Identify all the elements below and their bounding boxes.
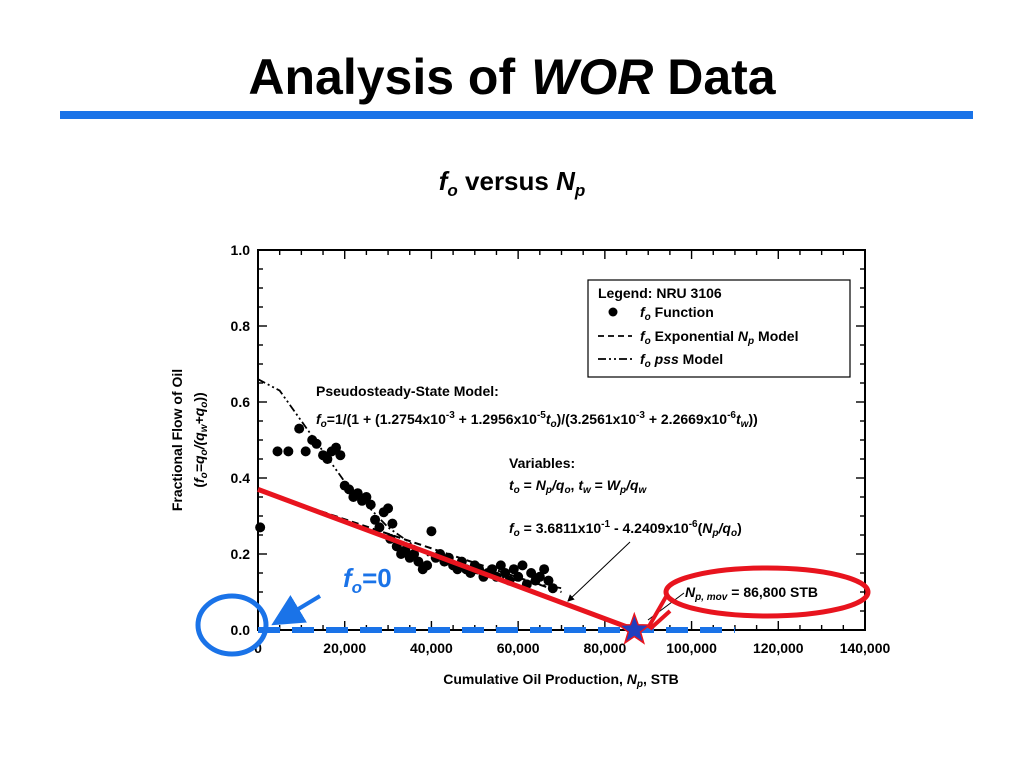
exp-formula: fo = 3.6811x10-1 - 4.2409x10-6(Np/qo) bbox=[509, 519, 742, 539]
np-mov-star bbox=[616, 611, 652, 645]
y-axis-label-1: Fractional Flow of Oil bbox=[169, 369, 185, 511]
fo-zero-label: fo=0 bbox=[343, 563, 392, 597]
data-point bbox=[500, 568, 511, 578]
y-tick-label: 0.4 bbox=[231, 470, 251, 486]
pss-formula: fo=1/(1 + (1.2754x10-3 + 1.2956x10-5to)/… bbox=[316, 410, 758, 430]
data-point bbox=[409, 549, 420, 559]
data-point bbox=[352, 488, 363, 499]
data-point bbox=[344, 484, 355, 495]
data-point bbox=[300, 446, 311, 457]
data-point bbox=[361, 492, 372, 502]
data-point bbox=[539, 564, 550, 575]
data-point bbox=[383, 503, 394, 514]
slide-title: Analysis of WOR Data bbox=[0, 46, 1024, 108]
x-tick-label: 140,000 bbox=[840, 640, 891, 656]
subtitle-var2: N bbox=[556, 166, 575, 196]
data-point bbox=[526, 568, 537, 578]
x-axis: 0 20,000 40,000 60,000 80,000 100,000 120,000 1… bbox=[254, 640, 890, 656]
legend-dot-marker bbox=[608, 307, 618, 317]
exp-model-line bbox=[257, 489, 562, 593]
variables-title: Variables: bbox=[509, 455, 575, 471]
subtitle-mid: versus bbox=[457, 166, 557, 196]
title-end: Data bbox=[667, 49, 776, 105]
x-tick-label: 40,000 bbox=[410, 640, 453, 656]
y-tick-label: 0.2 bbox=[231, 546, 251, 562]
x-tick-label: 120,000 bbox=[753, 640, 804, 656]
y-axis: 0.0 0.2 0.4 0.6 0.8 1.0 bbox=[231, 242, 251, 638]
exp-formula-pointer bbox=[567, 541, 631, 602]
chart-subtitle: fo versus Np bbox=[0, 166, 1024, 201]
legend-title: Legend: NRU 3106 bbox=[598, 285, 722, 301]
subtitle-var2-sub: p bbox=[574, 181, 586, 201]
y-tick-label: 0.8 bbox=[231, 318, 251, 334]
red-trend-line bbox=[257, 487, 637, 633]
data-point bbox=[335, 450, 346, 461]
legend-entry-exp-model: fo Exponential Np Model bbox=[640, 328, 798, 347]
x-tick-label: 80,000 bbox=[583, 640, 626, 656]
data-point bbox=[294, 423, 305, 434]
x-tick-label: 20,000 bbox=[323, 640, 366, 656]
legend: Legend: NRU 3106 fo Function fo Exponent… bbox=[587, 279, 851, 378]
data-point bbox=[422, 560, 433, 571]
variables-def: to = Np/qo, tw = Wp/qw bbox=[509, 477, 648, 496]
star-to-oval-line bbox=[648, 609, 672, 631]
data-point bbox=[534, 571, 545, 582]
x-tick-label: 100,000 bbox=[666, 640, 717, 656]
fo-zero-arrow bbox=[271, 594, 322, 626]
subtitle-var1-sub: o bbox=[447, 181, 458, 201]
data-point bbox=[387, 518, 398, 529]
data-point bbox=[413, 556, 424, 567]
x-tick-label: 0 bbox=[254, 640, 262, 656]
data-point bbox=[255, 522, 266, 533]
title-plain: Analysis of bbox=[248, 49, 516, 105]
np-mov-oval bbox=[663, 565, 871, 619]
data-point bbox=[331, 442, 342, 453]
data-point bbox=[517, 560, 528, 571]
y-tick-label: 0.6 bbox=[231, 394, 251, 410]
subtitle-var1: f bbox=[438, 166, 448, 196]
data-point bbox=[508, 564, 519, 575]
np-mov-label: Np, mov = 86,800 STB bbox=[685, 584, 818, 603]
title-rule bbox=[60, 111, 973, 119]
data-point bbox=[543, 575, 554, 586]
title-italic: WOR bbox=[531, 49, 654, 105]
data-point bbox=[426, 526, 437, 537]
x-axis-label: Cumulative Oil Production, Np, STB bbox=[443, 671, 679, 690]
x-tick-label: 60,000 bbox=[497, 640, 540, 656]
pss-title: Pseudosteady-State Model: bbox=[316, 383, 499, 399]
pss-model-line bbox=[257, 378, 562, 590]
y-tick-label: 0.0 bbox=[231, 622, 251, 638]
y-axis-label-2: (fo=qo/(qw+qo)) bbox=[191, 392, 210, 487]
fo-zero-oval bbox=[195, 593, 269, 657]
data-point bbox=[495, 560, 506, 571]
series-layer bbox=[255, 378, 735, 645]
np-mov-red-arrow bbox=[646, 594, 669, 629]
legend-entry-pss-model: fo pss Model bbox=[640, 351, 723, 370]
data-point bbox=[283, 446, 294, 457]
data-point bbox=[272, 446, 283, 457]
legend-entry-fo-function: fo Function bbox=[640, 304, 714, 323]
y-tick-label: 1.0 bbox=[231, 242, 251, 258]
